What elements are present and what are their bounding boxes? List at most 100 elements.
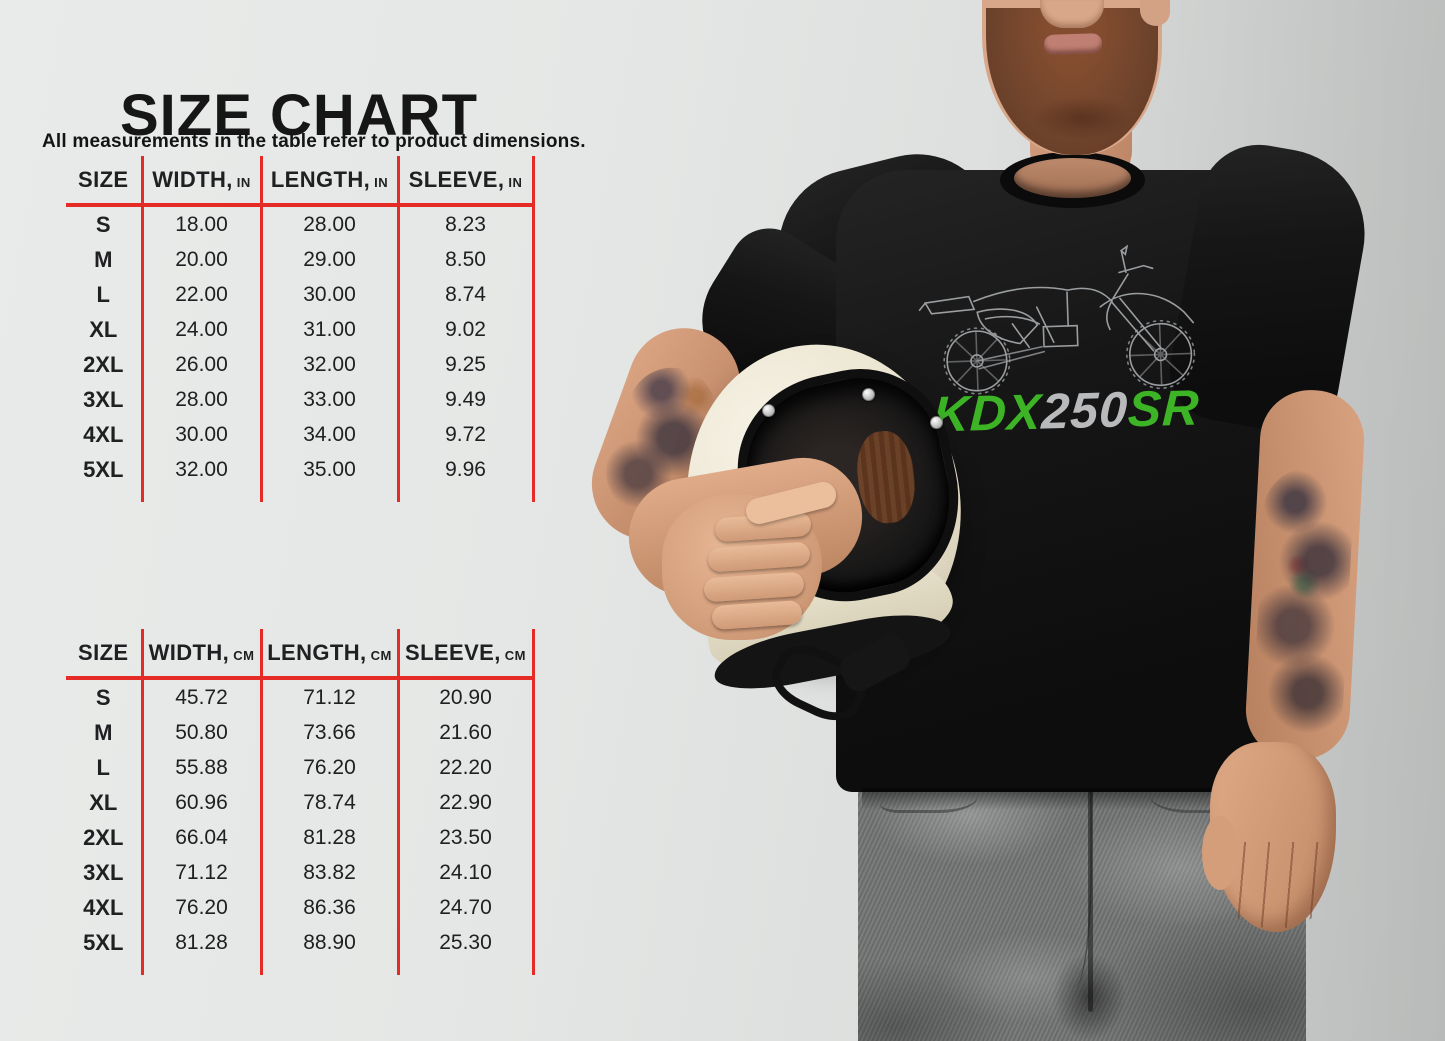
measurement-value: 78.74 <box>259 785 398 820</box>
column-header: WIDTH, IN <box>140 156 261 207</box>
size-row: 4XL 30.00 34.00 9.72 <box>66 417 535 452</box>
right-hand-fingers <box>1222 842 1324 928</box>
measurement-value: 34.00 <box>259 417 398 452</box>
tshirt-hem-shadow <box>862 788 1298 810</box>
tshirt-graphic-text-part: KDX <box>931 383 1043 443</box>
measurement-value: 8.50 <box>396 242 535 277</box>
page-title: SIZE CHART <box>120 82 478 148</box>
size-row: M 50.80 73.66 21.60 <box>66 715 535 750</box>
right-forearm-tattoo <box>1250 465 1356 759</box>
measurement-value: 25.30 <box>396 925 535 960</box>
measurement-value: 30.00 <box>259 277 398 312</box>
measurement-value: 18.00 <box>140 205 261 242</box>
column-header: SIZE <box>66 629 142 680</box>
measurement-value: 24.70 <box>396 890 535 925</box>
right-hand-thumb <box>1202 816 1238 890</box>
measurement-value: 35.00 <box>259 452 398 487</box>
measurement-value: 45.72 <box>140 678 261 715</box>
measurement-value: 66.04 <box>140 820 261 855</box>
size-label: 5XL <box>83 456 124 482</box>
tshirt-graphic-text-part: SR <box>1126 379 1201 438</box>
measurement-value: 8.74 <box>396 277 535 312</box>
measurement-value: 22.90 <box>396 785 535 820</box>
size-label: 4XL <box>83 894 124 920</box>
measurement-value: 60.96 <box>140 785 261 820</box>
measurement-value: 9.25 <box>396 347 535 382</box>
measurement-value: 20.90 <box>396 678 535 715</box>
size-row: S 45.72 71.12 20.90 <box>66 678 535 715</box>
model-ear <box>1140 0 1170 26</box>
chin-shadow <box>1032 96 1132 140</box>
size-row: XL 24.00 31.00 9.02 <box>66 312 535 347</box>
table-line-extension <box>396 487 535 502</box>
measurement-value: 8.23 <box>396 205 535 242</box>
measurement-value: 33.00 <box>259 382 398 417</box>
table-line-extension <box>140 960 261 975</box>
jeans-left-pocket <box>880 770 978 813</box>
size-label: S <box>95 684 111 710</box>
measurement-value: 9.72 <box>396 417 535 452</box>
measurement-value: 86.36 <box>259 890 398 925</box>
measurement-value: 50.80 <box>140 715 261 750</box>
column-header: LENGTH, CM <box>259 629 398 680</box>
size-row: 3XL 28.00 33.00 9.49 <box>66 382 535 417</box>
size-label: 2XL <box>83 824 124 850</box>
size-label: 3XL <box>83 859 124 885</box>
measurement-value: 32.00 <box>259 347 398 382</box>
size-row: 2XL 26.00 32.00 9.25 <box>66 347 535 382</box>
measurement-value: 9.02 <box>396 312 535 347</box>
size-label: M <box>94 246 113 272</box>
table-line-extension <box>66 960 142 975</box>
collar-opening <box>1014 158 1131 198</box>
size-table-centimeters: SIZE WIDTH, CM LENGTH, CM SLEEVE, CM S 45.72 71.1… <box>66 629 535 975</box>
table-line-extension <box>259 487 398 502</box>
size-label: 5XL <box>83 929 124 955</box>
size-label: 4XL <box>83 421 124 447</box>
measurement-value: 81.28 <box>259 820 398 855</box>
column-header: LENGTH, IN <box>259 156 398 207</box>
size-label: M <box>94 719 113 745</box>
column-header: SLEEVE, IN <box>396 156 535 207</box>
measurement-value: 22.20 <box>396 750 535 785</box>
table-line-extension <box>66 487 142 502</box>
size-table-inches: SIZE WIDTH, IN LENGTH, IN SLEEVE, IN S 18.00 28.0… <box>66 156 535 502</box>
measurement-value: 21.60 <box>396 715 535 750</box>
size-row: S 18.00 28.00 8.23 <box>66 205 535 242</box>
tshirt-graphic-text: KDX250SR <box>932 379 1201 442</box>
helmet-rivet-icon <box>862 388 875 401</box>
measurement-value: 9.96 <box>396 452 535 487</box>
motorcycle-outline-icon <box>918 244 1196 395</box>
size-row: L 55.88 76.20 22.20 <box>66 750 535 785</box>
measurement-value: 31.00 <box>259 312 398 347</box>
measurement-value: 81.28 <box>140 925 261 960</box>
helmet-rivet-icon <box>762 404 775 417</box>
size-row: 5XL 81.28 88.90 25.30 <box>66 925 535 960</box>
size-label: S <box>95 211 111 237</box>
measurement-value: 83.82 <box>259 855 398 890</box>
model-lips <box>1043 32 1103 56</box>
jeans-fly-seam <box>1088 784 1093 1012</box>
page-subtitle: All measurements in the table refer to p… <box>42 131 586 152</box>
measurement-value: 28.00 <box>259 205 398 242</box>
column-header: SLEEVE, CM <box>396 629 535 680</box>
measurement-value: 9.49 <box>396 382 535 417</box>
measurement-value: 24.00 <box>140 312 261 347</box>
table-line-extension <box>259 960 398 975</box>
helmet-interior-padding <box>853 428 919 526</box>
measurement-value: 71.12 <box>140 855 261 890</box>
table-line-extension <box>396 960 535 975</box>
measurement-value: 24.10 <box>396 855 535 890</box>
measurement-value: 76.20 <box>259 750 398 785</box>
model-nose <box>1040 0 1104 28</box>
size-row: M 20.00 29.00 8.50 <box>66 242 535 277</box>
measurement-value: 73.66 <box>259 715 398 750</box>
measurement-value: 23.50 <box>396 820 535 855</box>
size-label: XL <box>89 789 118 815</box>
measurement-value: 30.00 <box>140 417 261 452</box>
jeans-crotch-shadow <box>1052 952 1126 1041</box>
measurement-value: 76.20 <box>140 890 261 925</box>
measurement-value: 71.12 <box>259 678 398 715</box>
size-label: XL <box>89 316 118 342</box>
size-row: 3XL 71.12 83.82 24.10 <box>66 855 535 890</box>
